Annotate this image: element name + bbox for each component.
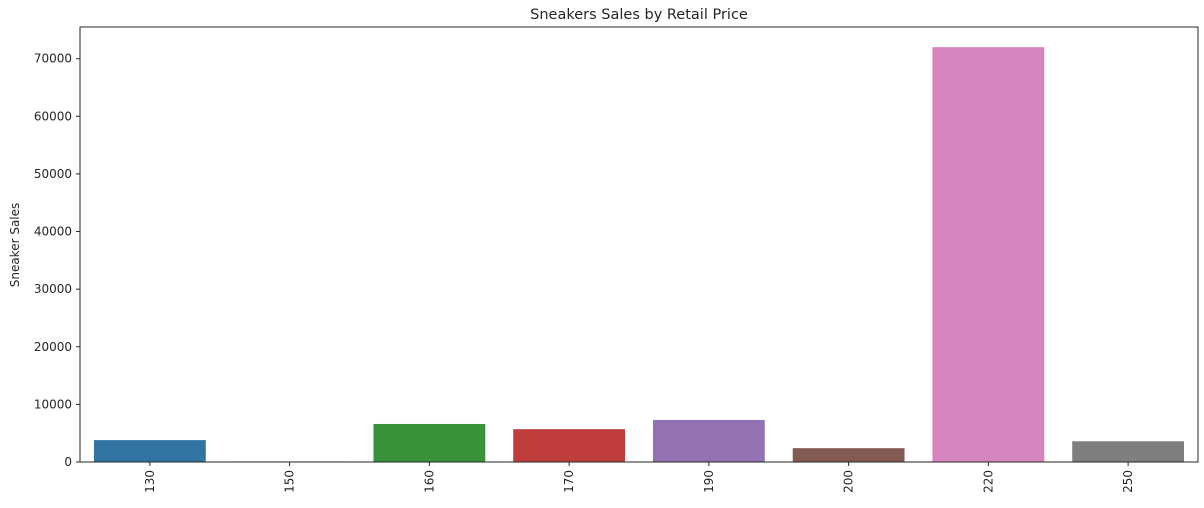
bar-200	[792, 448, 905, 462]
y-axis-label: Sneaker Sales	[8, 203, 22, 288]
x-tick-label-220: 220	[981, 470, 995, 493]
bar-250	[1072, 441, 1185, 462]
x-axis: 130 150 160 170 190 200 220 250	[143, 462, 1135, 493]
x-tick-label-160: 160	[422, 470, 436, 493]
bar-170	[513, 429, 626, 462]
y-tick-label-10000: 10000	[34, 397, 72, 411]
y-tick-label-60000: 60000	[34, 109, 72, 123]
bars-group	[93, 47, 1185, 463]
x-tick-label-200: 200	[842, 470, 856, 493]
y-tick-label-50000: 50000	[34, 167, 72, 181]
y-tick-label-0: 0	[64, 455, 72, 469]
y-axis: 0 10000 20000 30000 40000 50000 60000 70000	[34, 52, 80, 469]
y-tick-label-30000: 30000	[34, 282, 72, 296]
x-tick-label-250: 250	[1121, 470, 1135, 493]
x-tick-label-190: 190	[702, 470, 716, 493]
y-tick-label-70000: 70000	[34, 52, 72, 66]
x-tick-label-130: 130	[143, 470, 157, 493]
plot-frame	[79, 26, 1199, 463]
y-tick-label-20000: 20000	[34, 340, 72, 354]
x-tick-label-150: 150	[283, 470, 297, 493]
bar-190	[652, 419, 765, 462]
chart-title: Sneakers Sales by Retail Price	[530, 7, 748, 23]
bar-220	[932, 47, 1045, 463]
x-tick-label-170: 170	[562, 470, 576, 493]
bar-130	[93, 440, 206, 462]
y-tick-label-40000: 40000	[34, 225, 72, 239]
bar-160	[373, 423, 486, 462]
